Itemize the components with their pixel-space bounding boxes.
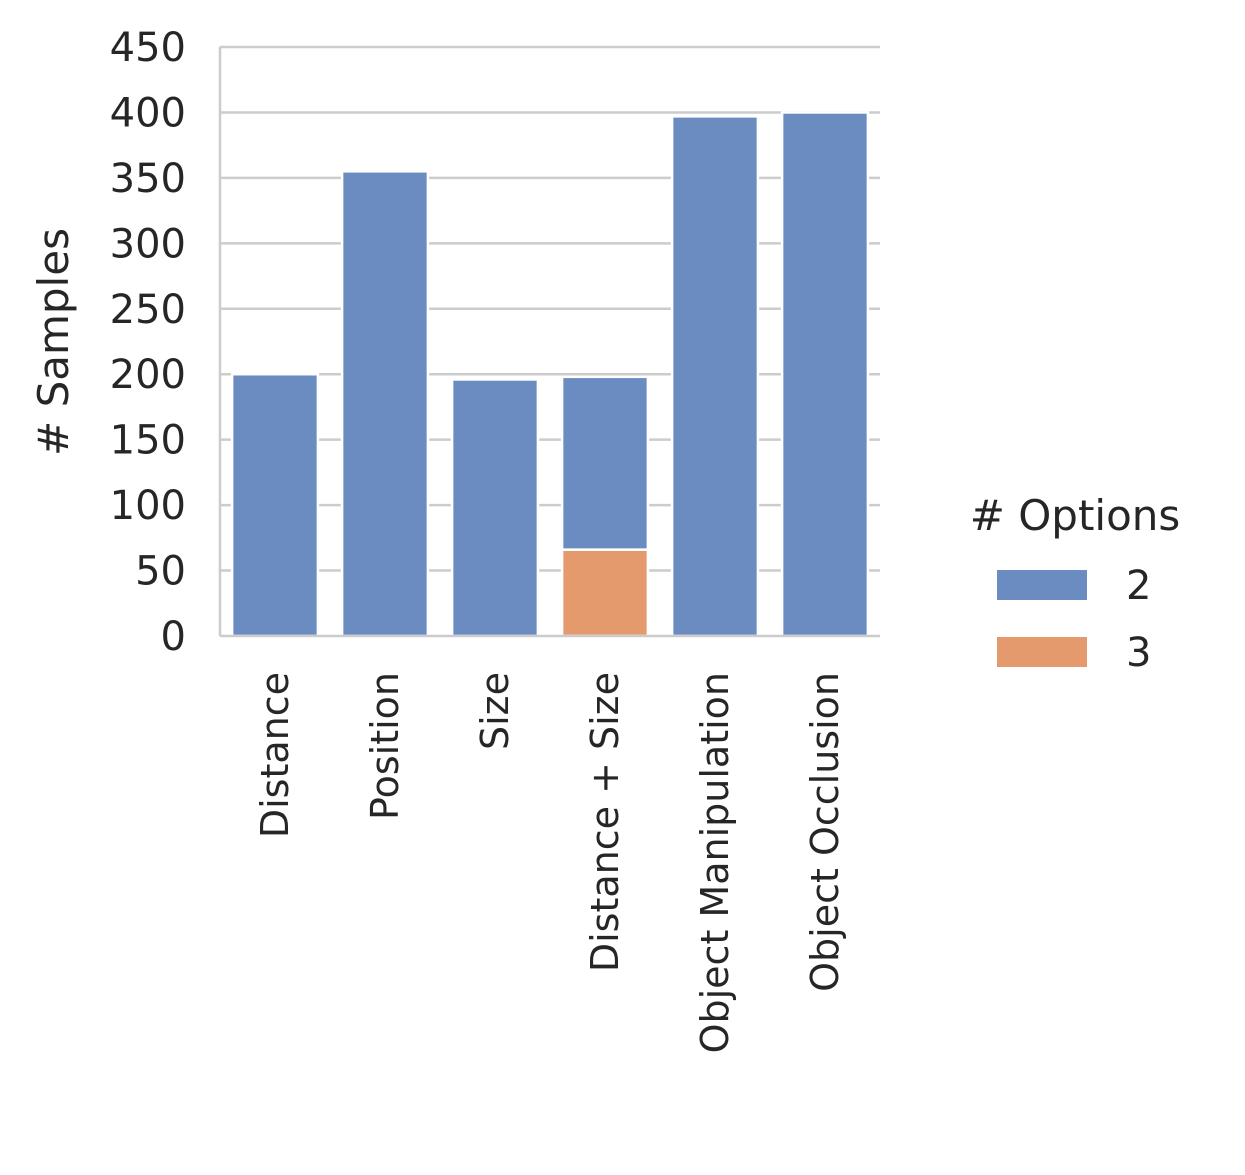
legend-title: # Options	[970, 491, 1181, 540]
y-tick-label: 150	[110, 418, 186, 464]
bars	[230, 111, 870, 638]
y-tick-label: 0	[161, 614, 186, 660]
x-tick-label: Position	[363, 672, 407, 820]
axes	[218, 47, 880, 638]
y-axis-title: # Samples	[29, 228, 78, 456]
gridlines	[220, 45, 880, 572]
legend-label: 3	[1126, 630, 1151, 676]
y-tick-label: 100	[110, 483, 186, 529]
legend-swatch	[995, 568, 1089, 602]
x-tick-label: Distance	[253, 672, 297, 838]
bar-object-occlusion-options-2	[780, 111, 870, 638]
y-tick-label: 350	[110, 156, 186, 202]
legend-swatch	[995, 635, 1089, 669]
legend: # Options 2 3	[970, 491, 1181, 676]
x-tick-label: Object Occlusion	[803, 672, 847, 992]
y-tick-label: 300	[110, 221, 186, 267]
bar-position-options-2	[340, 170, 430, 638]
x-tick-label: Size	[473, 672, 517, 750]
y-tick-label: 50	[135, 549, 186, 595]
y-tick-label: 400	[110, 90, 186, 136]
bar-size-options-2	[450, 378, 540, 638]
x-tick-label: Object Manipulation	[693, 672, 737, 1053]
y-tick-label: 200	[110, 352, 186, 398]
bar-object-manipulation-options-2	[670, 115, 760, 638]
y-tick-label: 450	[110, 25, 186, 71]
bar-distance-size-options-3	[560, 548, 650, 638]
legend-label: 2	[1126, 563, 1151, 609]
x-tick-label: Distance + Size	[583, 672, 627, 972]
bar-distance-options-2	[230, 372, 320, 638]
bar-distance-size-options-2	[560, 375, 650, 551]
x-tick-labels: Distance Position Size Distance + Size Objec…	[253, 672, 847, 1053]
y-tick-labels: 0 50 100 150 200 250 300 350 400 450	[110, 25, 186, 660]
y-tick-label: 250	[110, 287, 186, 333]
